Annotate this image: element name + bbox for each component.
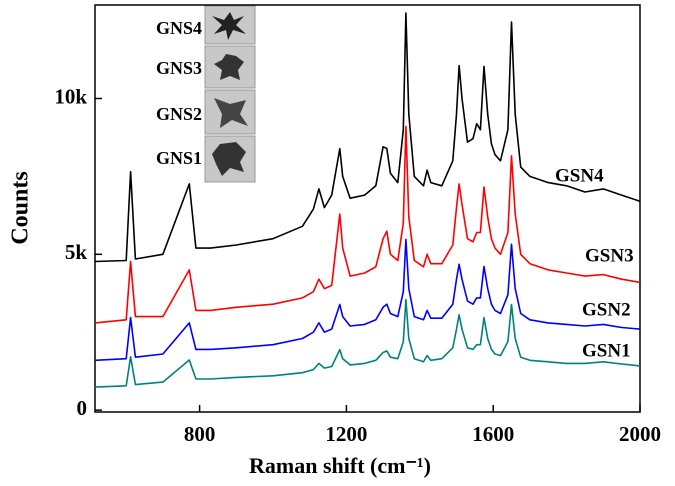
inset-label: GNS1 [156,148,202,168]
x-axis-label: Raman shift (cm⁻¹) [249,453,431,478]
y-tick-label: 10k [54,84,87,108]
series-label: GSN1 [582,340,631,361]
series-label: GSN2 [582,299,631,320]
x-tick-label: 1200 [325,422,367,446]
x-tick-label: 1600 [472,422,514,446]
series-line [94,298,641,388]
particle [212,142,246,176]
series-label: GSN3 [585,245,634,266]
plot-frame [94,4,641,413]
particle [214,98,248,128]
particle [214,54,244,80]
inset-label: GNS2 [156,104,202,124]
series-label: GSN4 [555,165,604,186]
y-axis-label: Counts [8,171,34,244]
x-tick-label: 800 [184,422,216,446]
inset-label: GNS4 [156,18,202,38]
series-line [94,125,641,324]
particle [212,12,246,40]
x-tick-label: 2000 [619,422,661,446]
series-line [94,238,641,362]
inset-label: GNS3 [156,58,202,78]
series-line [94,12,641,263]
y-tick-label: 0 [77,396,88,420]
inset [204,5,256,183]
y-tick-label: 5k [65,240,88,264]
